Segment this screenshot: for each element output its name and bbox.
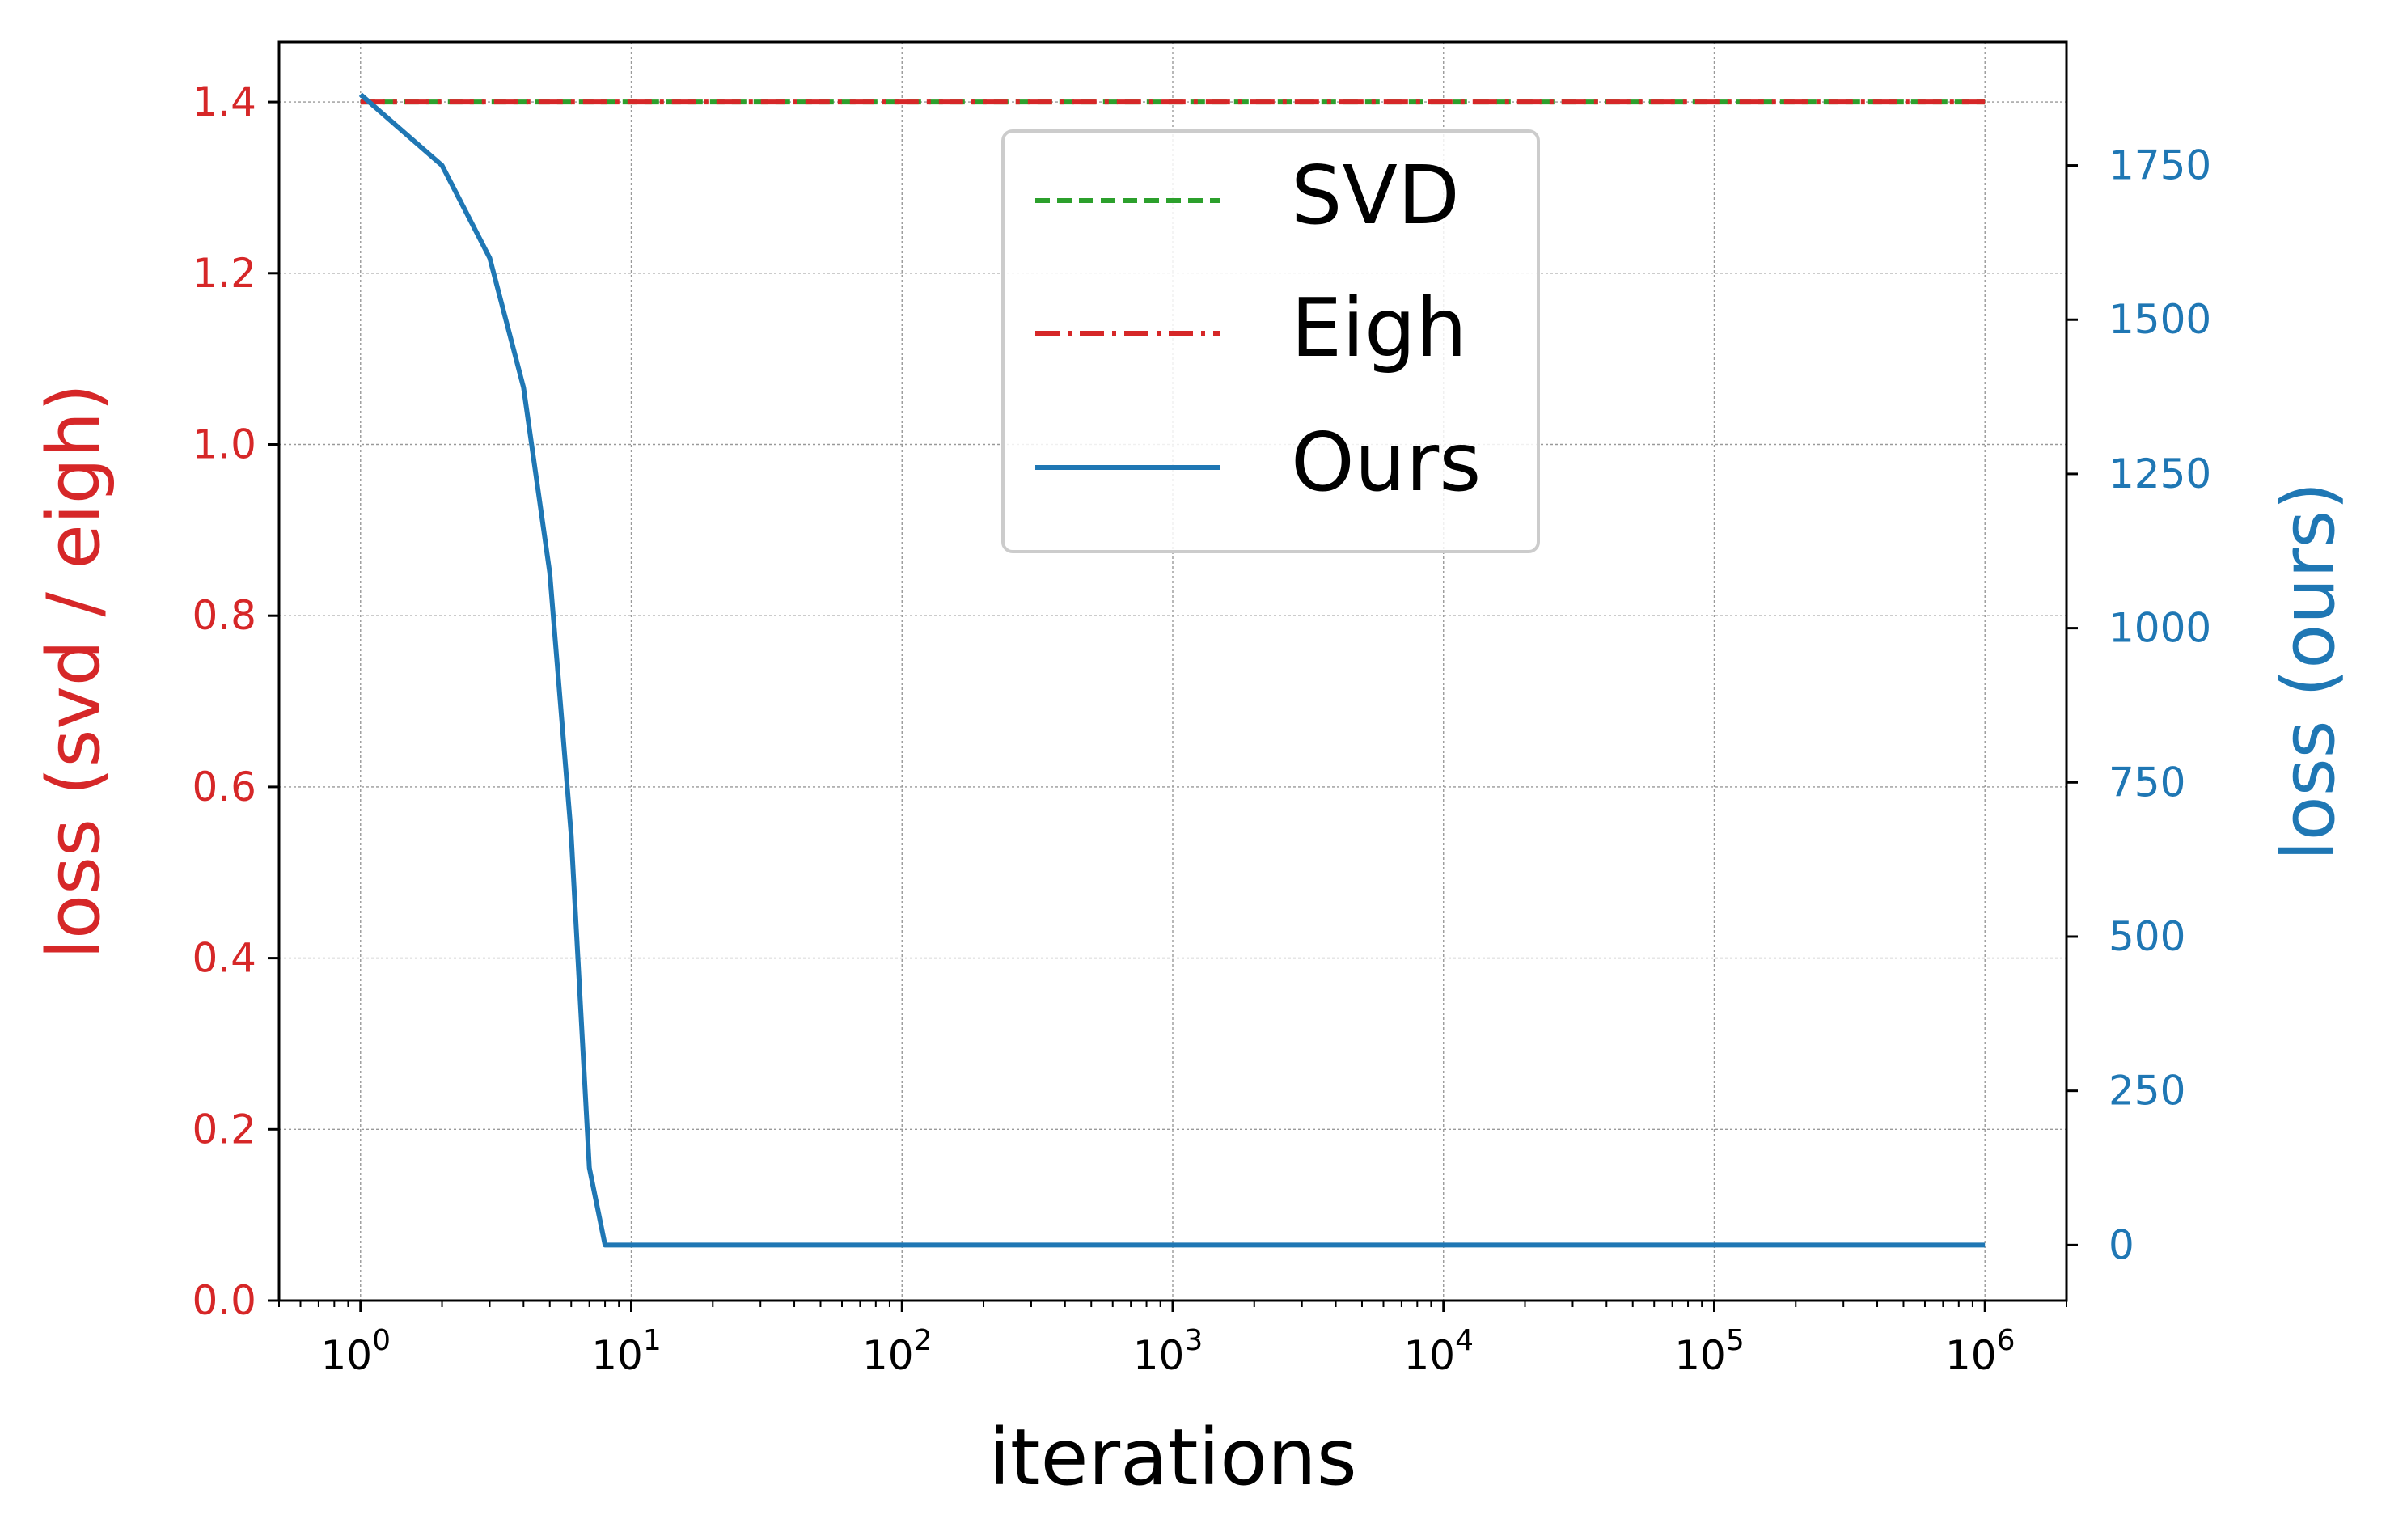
legend-label-eigh: Eigh: [1291, 281, 1467, 375]
legend: SVD Eigh Ours: [1001, 129, 1540, 553]
y-right-tick-label: 750: [2109, 759, 2185, 806]
x-tick-label: 101: [591, 1324, 662, 1379]
x-axis-label: iterations: [988, 1412, 1357, 1503]
legend-box: [1001, 129, 1540, 553]
y-axis-right-label: loss (ours): [2266, 482, 2351, 861]
y-left-tick-label: 0.2: [192, 1106, 256, 1153]
y-right-tick-label: 250: [2109, 1068, 2185, 1115]
x-tick-label: 104: [1403, 1324, 1474, 1379]
series-line-ours: [358, 92, 1986, 1248]
y-right-tick-label: 1750: [2109, 142, 2211, 189]
y-left-tick-label: 1.0: [192, 421, 256, 468]
x-tick-label: 102: [862, 1324, 933, 1379]
y-left-tick-label: 0.6: [192, 764, 256, 810]
y-right-tick-label: 1500: [2109, 296, 2211, 343]
y-right-tick-label: 0: [2109, 1221, 2134, 1268]
y-right-tick-label: 1250: [2109, 451, 2211, 497]
y-left-tick-label: 1.2: [192, 250, 256, 297]
y-right-tick-label: 500: [2109, 913, 2185, 960]
x-tick-label: 100: [321, 1324, 391, 1379]
y-axis-left-label: loss (svd / eigh): [32, 383, 116, 959]
x-tick-label: 103: [1133, 1324, 1203, 1379]
legend-label-ours: Ours: [1291, 415, 1481, 510]
x-tick-label: 105: [1674, 1324, 1745, 1379]
y-left-tick-label: 0.4: [192, 935, 256, 982]
y-right-tick-label: 1000: [2109, 605, 2211, 652]
legend-label-svd: SVD: [1291, 148, 1460, 243]
y-left-tick-label: 0.8: [192, 592, 256, 639]
y-left-tick-label: 0.0: [192, 1277, 256, 1324]
ticks: 100 101 102 103 104 105 106 0.0 0.2 0.4 0.6 0.8 1.0 1…: [192, 78, 2211, 1379]
series: [358, 92, 1986, 1248]
y-left-tick-label: 1.4: [192, 78, 256, 125]
x-tick-label: 106: [1945, 1324, 2016, 1379]
